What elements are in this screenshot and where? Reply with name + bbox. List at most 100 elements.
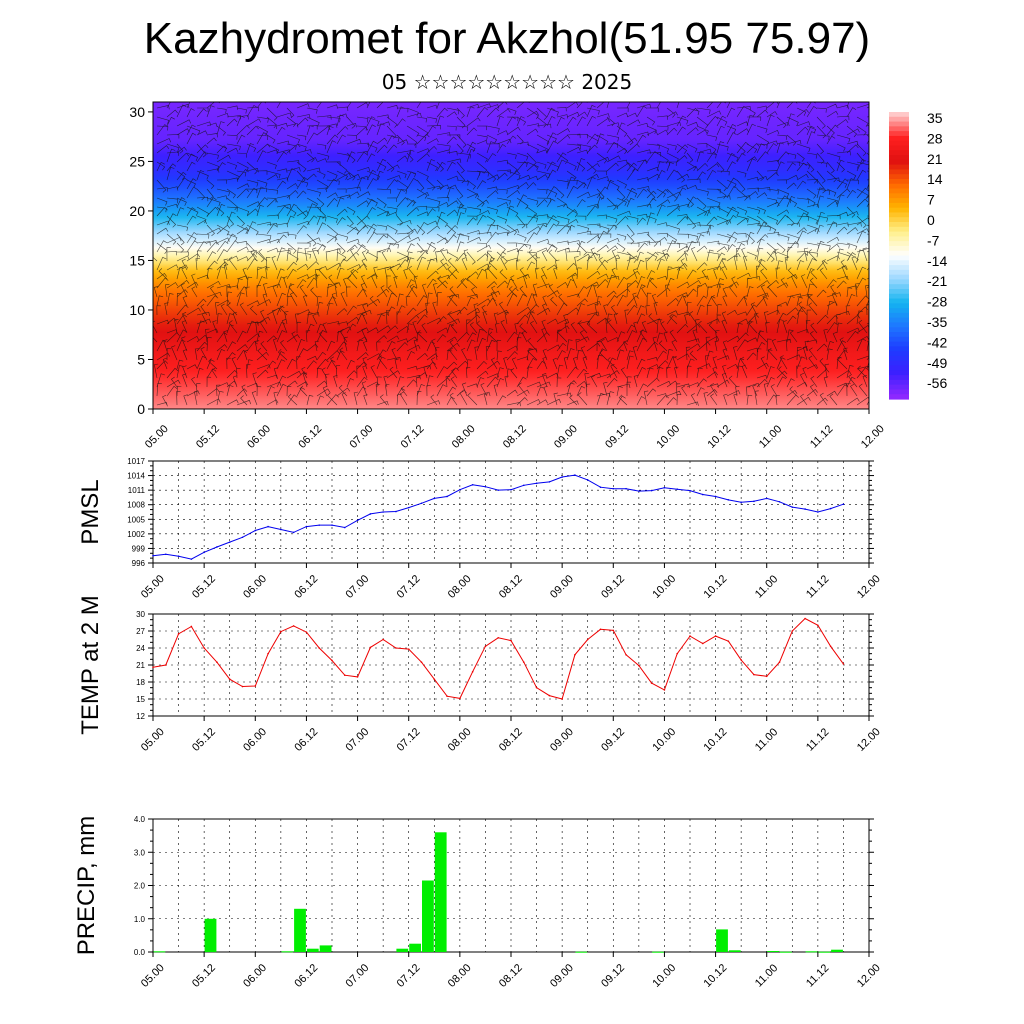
wind-barb bbox=[796, 310, 804, 325]
wind-barb bbox=[416, 314, 428, 325]
wind-barb bbox=[846, 397, 860, 406]
wind-barb bbox=[220, 303, 228, 316]
wind-barb bbox=[266, 161, 277, 170]
wind-barb bbox=[542, 356, 548, 370]
wind-barb bbox=[586, 176, 596, 190]
wind-barb bbox=[566, 206, 578, 218]
wind-barb bbox=[787, 267, 798, 280]
colorbar-label: -42 bbox=[927, 334, 947, 350]
wind-barb bbox=[326, 233, 337, 242]
wind-barb bbox=[606, 155, 621, 163]
wind-barb bbox=[735, 248, 741, 262]
wind-barb bbox=[356, 116, 369, 123]
wind-barb bbox=[256, 132, 268, 145]
wind-barb bbox=[266, 399, 279, 406]
wind-barb bbox=[836, 178, 849, 190]
wind-barb bbox=[736, 358, 745, 370]
wind-barb bbox=[316, 170, 326, 179]
wind-barb bbox=[703, 392, 708, 406]
wind-barb bbox=[676, 184, 688, 190]
x-tick-label: 09.12 bbox=[599, 726, 627, 754]
wind-barb bbox=[866, 304, 869, 316]
wind-barb bbox=[476, 140, 488, 145]
wind-barb bbox=[796, 396, 811, 406]
wind-barb bbox=[506, 170, 521, 180]
wind-barb bbox=[705, 336, 711, 352]
wind-barb bbox=[356, 191, 371, 199]
wind-barb bbox=[566, 143, 582, 150]
wind-barb bbox=[676, 383, 690, 388]
wind-barb bbox=[406, 365, 418, 371]
wind-barb bbox=[526, 214, 539, 226]
wind-barb bbox=[446, 336, 458, 343]
wind-barb bbox=[526, 357, 537, 370]
wind-barb bbox=[826, 161, 835, 174]
wind-barb bbox=[645, 305, 650, 316]
wind-barb bbox=[376, 251, 382, 262]
wind-barb bbox=[819, 267, 828, 280]
wind-barb bbox=[475, 311, 480, 325]
wind-barb bbox=[316, 296, 322, 307]
wind-barb bbox=[535, 257, 541, 271]
wind-barb bbox=[816, 314, 829, 325]
wind-barb bbox=[396, 387, 406, 397]
wind-barb bbox=[246, 359, 253, 370]
wind-barb bbox=[606, 116, 615, 127]
wind-barb bbox=[690, 393, 698, 406]
wind-barb bbox=[196, 383, 201, 397]
wind-barb bbox=[706, 371, 718, 379]
wind-barb bbox=[276, 149, 291, 154]
wind-barb bbox=[586, 313, 599, 325]
wind-barb bbox=[726, 281, 739, 289]
wind-barb bbox=[586, 281, 599, 289]
colorbar-segment bbox=[889, 346, 909, 352]
wind-barb bbox=[486, 143, 500, 148]
wind-barb bbox=[526, 293, 536, 307]
wind-barb bbox=[276, 305, 285, 316]
wind-barb bbox=[296, 220, 310, 226]
wind-barb bbox=[276, 321, 286, 334]
wind-barb bbox=[315, 274, 320, 289]
pmsl-point bbox=[535, 482, 538, 485]
wind-barb bbox=[743, 255, 748, 271]
wind-barb bbox=[486, 170, 497, 183]
wind-barb bbox=[806, 283, 814, 298]
wind-barb bbox=[266, 198, 279, 208]
precip-bar bbox=[294, 908, 306, 952]
wind-barb bbox=[826, 292, 842, 298]
wind-barb bbox=[839, 337, 848, 352]
wind-barb bbox=[716, 355, 730, 361]
wind-barb bbox=[181, 266, 188, 280]
wind-barb bbox=[356, 126, 369, 136]
wind-barb bbox=[436, 215, 448, 228]
wind-barb bbox=[446, 134, 461, 139]
wind-barb bbox=[386, 275, 391, 289]
wind-barb bbox=[496, 108, 511, 118]
colorbar-label: -7 bbox=[927, 232, 940, 248]
wind-barb bbox=[646, 215, 657, 224]
wind-barb bbox=[276, 231, 289, 237]
wind-barb bbox=[356, 151, 368, 163]
wind-barb bbox=[356, 365, 361, 379]
wind-barb bbox=[176, 329, 187, 343]
pmsl-point bbox=[446, 495, 448, 498]
wind-barb bbox=[153, 320, 158, 334]
wind-barb bbox=[316, 115, 332, 120]
wind-barb bbox=[716, 179, 728, 192]
wind-barb bbox=[196, 215, 207, 224]
wind-barb bbox=[436, 102, 440, 109]
wind-barb bbox=[696, 245, 708, 253]
temp-point bbox=[689, 635, 691, 637]
pmsl-point bbox=[382, 511, 384, 513]
wind-barb bbox=[766, 143, 777, 154]
wind-barb bbox=[496, 251, 507, 262]
wind-barb bbox=[586, 173, 599, 181]
wind-barb bbox=[726, 233, 737, 243]
wind-barb bbox=[166, 233, 177, 245]
wind-barb bbox=[156, 206, 168, 217]
wind-barb bbox=[826, 125, 835, 137]
wind-barb bbox=[486, 250, 492, 262]
wind-barb bbox=[836, 248, 844, 262]
wind-barb bbox=[476, 268, 486, 280]
wind-barb bbox=[226, 357, 231, 370]
